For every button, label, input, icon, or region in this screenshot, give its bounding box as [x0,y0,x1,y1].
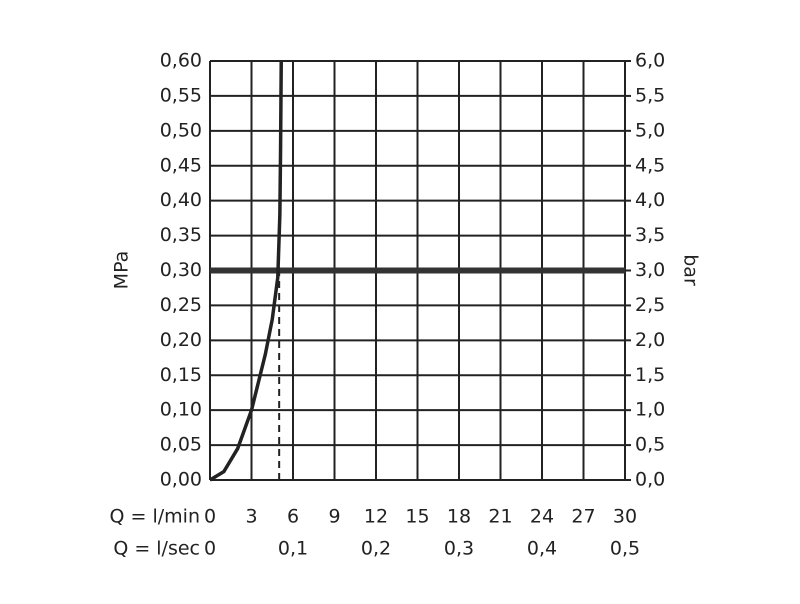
y2-tick-label: 3,0 [635,259,665,281]
y-tick-label: 0,20 [160,329,202,351]
curve [209,60,283,482]
y-tick-label: 0,05 [160,434,202,456]
x-tick-label: 27 [571,506,595,528]
x2-axis-label: Q = l/sec [113,538,200,560]
y-tick-label: 0,00 [160,469,202,491]
y-tick-label: 0,10 [160,399,202,421]
x-tick-label: 6 [287,506,299,528]
y2-tick-label: 0,0 [635,469,665,491]
x2-tick-label: 0,2 [361,538,391,560]
x-tick-label: 21 [488,506,512,528]
y-tick-label: 0,60 [160,50,202,72]
y2-tick-label: 0,5 [635,434,665,456]
x-tick-label: 3 [245,506,257,528]
y-tick-label: 0,40 [160,189,202,211]
x-tick-label: 18 [447,506,471,528]
x-tick-label: 24 [530,506,554,528]
x-tick-label: 12 [364,506,388,528]
x-tick-label: 0 [204,506,216,528]
y-tick-label: 0,15 [160,364,202,386]
y2-tick-label: 4,0 [635,189,665,211]
y-axis-label: MPa [111,251,133,290]
y-tick-label: 0,25 [160,294,202,316]
x-tick-label: 30 [613,506,637,528]
y2-tick-label: 5,0 [635,119,665,141]
x-tick-label: 15 [405,506,429,528]
x2-tick-label: 0,1 [278,538,308,560]
y-tick-label: 0,35 [160,224,202,246]
x2-tick-label: 0,3 [444,538,474,560]
y2-tick-label: 2,5 [635,294,665,316]
y2-tick-label: 2,0 [635,329,665,351]
y-tick-label: 0,45 [160,154,202,176]
y-tick-label: 0,30 [160,259,202,281]
x2-tick-label: 0,4 [527,538,557,560]
x2-tick-label: 0,5 [610,538,640,560]
y2-tick-label: 6,0 [635,50,665,72]
x-tick-label: 9 [328,506,340,528]
x-axis-label: Q = l/min [110,506,200,528]
y2-tick-label: 1,5 [635,364,665,386]
y-tick-label: 0,50 [160,119,202,141]
y2-tick-label: 3,5 [635,224,665,246]
x2-tick-label: 0 [204,538,216,560]
y2-tick-label: 1,0 [635,399,665,421]
y2-axis-label: bar [680,254,702,286]
y2-tick-label: 4,5 [635,154,665,176]
y-tick-label: 0,55 [160,84,202,106]
y2-tick-label: 5,5 [635,84,665,106]
